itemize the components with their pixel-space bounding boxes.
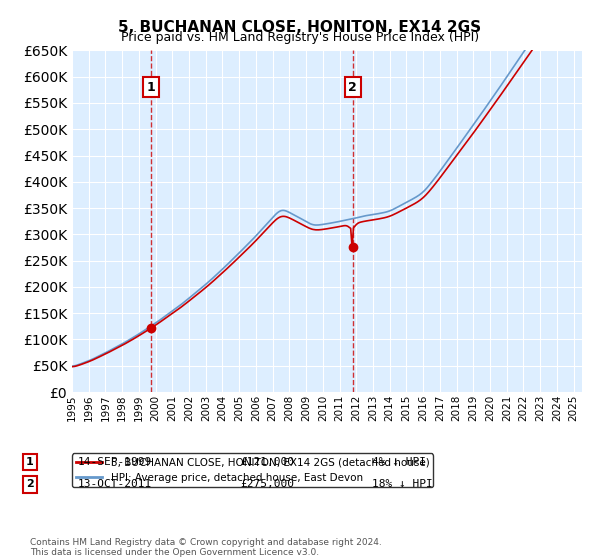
Text: 18% ↓ HPI: 18% ↓ HPI — [372, 479, 433, 489]
Text: 13-OCT-2011: 13-OCT-2011 — [78, 479, 152, 489]
Text: Price paid vs. HM Land Registry's House Price Index (HPI): Price paid vs. HM Land Registry's House … — [121, 31, 479, 44]
Text: £275,000: £275,000 — [240, 479, 294, 489]
Text: 2: 2 — [349, 81, 357, 94]
Text: 14-SEP-1999: 14-SEP-1999 — [78, 457, 152, 467]
Text: 4% ↓ HPI: 4% ↓ HPI — [372, 457, 426, 467]
Legend: 5, BUCHANAN CLOSE, HONITON, EX14 2GS (detached house), HPI: Average price, detac: 5, BUCHANAN CLOSE, HONITON, EX14 2GS (de… — [72, 454, 433, 487]
Text: 2: 2 — [26, 479, 34, 489]
Text: £121,000: £121,000 — [240, 457, 294, 467]
Text: 1: 1 — [146, 81, 155, 94]
Text: 1: 1 — [26, 457, 34, 467]
Text: Contains HM Land Registry data © Crown copyright and database right 2024.
This d: Contains HM Land Registry data © Crown c… — [30, 538, 382, 557]
Text: 5, BUCHANAN CLOSE, HONITON, EX14 2GS: 5, BUCHANAN CLOSE, HONITON, EX14 2GS — [118, 20, 482, 35]
